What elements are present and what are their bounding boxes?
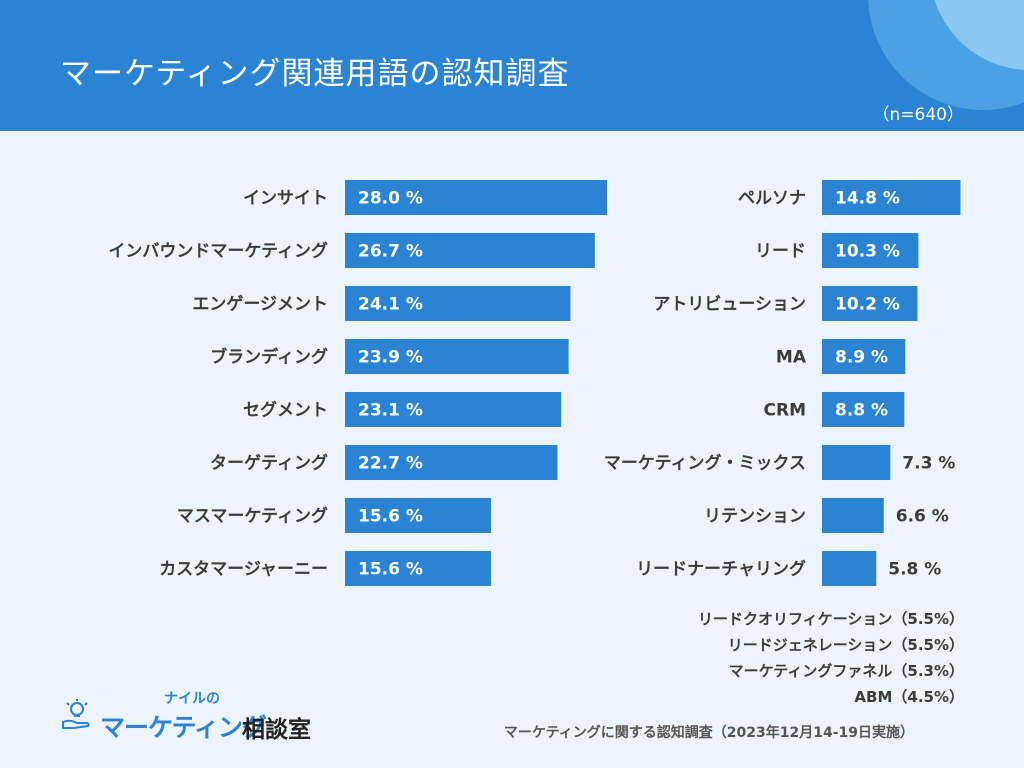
- bar: [822, 392, 905, 427]
- category-label: マスマーケティング: [177, 506, 328, 527]
- bar: [345, 392, 562, 427]
- category-label: マーケティング・ミックス: [604, 453, 806, 474]
- bar: [822, 286, 918, 321]
- page-title: マーケティング関連用語の認知調査: [60, 56, 570, 92]
- bar: [345, 180, 607, 215]
- logo-main-text: マーケティング: [100, 713, 267, 742]
- category-label: リテンション: [704, 507, 806, 527]
- bar: [345, 339, 569, 374]
- category-label: ペルソナ: [738, 189, 806, 209]
- category-label: インバウンドマーケティング: [108, 241, 328, 262]
- category-label: ターゲティング: [210, 453, 328, 474]
- other-term: リードクオリフィケーション（5.5%）: [697, 610, 964, 628]
- value-label: 23.9 %: [358, 348, 423, 368]
- value-label: 15.6 %: [358, 507, 423, 527]
- bar: [345, 286, 571, 321]
- value-label: 28.0 %: [358, 189, 423, 209]
- category-label: エンゲージメント: [192, 294, 328, 315]
- category-label: リードナーチャリング: [636, 559, 806, 580]
- bar: [822, 233, 919, 268]
- bar: [822, 339, 906, 374]
- category-label: カスタマージャーニー: [159, 560, 328, 580]
- bar: [345, 233, 595, 268]
- value-label: 26.7 %: [358, 242, 423, 262]
- bar: [822, 445, 891, 480]
- category-label: リード: [755, 242, 806, 262]
- value-label: 10.3 %: [835, 242, 900, 262]
- other-term: リードジェネレーション（5.5%）: [727, 636, 964, 654]
- value-label: 10.2 %: [835, 295, 900, 315]
- value-label: 6.6 %: [896, 507, 949, 527]
- category-label: セグメント: [243, 400, 328, 421]
- category-label: CRM: [764, 401, 806, 421]
- value-label: 14.8 %: [835, 189, 900, 209]
- bar: [345, 551, 491, 586]
- category-label: アトリビューション: [653, 295, 806, 315]
- value-label: 15.6 %: [358, 560, 423, 580]
- logo: ナイルの マーケティング 相談室: [60, 688, 330, 748]
- other-term: マーケティングファネル（5.3%）: [728, 662, 964, 680]
- bar: [345, 445, 558, 480]
- bar: [345, 498, 491, 533]
- category-label: MA: [776, 348, 807, 368]
- other-terms-list: リードクオリフィケーション（5.5%） リードジェネレーション（5.5%） マー…: [698, 606, 964, 710]
- logo-kanji-text: 相談室: [242, 717, 311, 743]
- value-label: 8.8 %: [835, 401, 888, 421]
- category-label: ブランディング: [210, 347, 328, 368]
- value-label: 23.1 %: [358, 401, 423, 421]
- bar: [822, 180, 961, 215]
- header-banner: マーケティング関連用語の認知調査 （n=640）: [0, 0, 1024, 131]
- value-label: 8.9 %: [835, 348, 888, 368]
- value-label: 22.7 %: [358, 454, 423, 474]
- value-label: 5.8 %: [888, 560, 941, 580]
- bar: [822, 498, 884, 533]
- value-label: 24.1 %: [358, 295, 423, 315]
- bar: [822, 551, 877, 586]
- logo-small-text: ナイルの: [164, 691, 220, 707]
- category-label: インサイト: [243, 189, 328, 209]
- source-note: マーケティングに関する認知調査（2023年12月14-19日実施）: [503, 725, 914, 741]
- lightbulb-hand-icon: [62, 699, 90, 729]
- value-label: 7.3 %: [902, 454, 955, 474]
- sample-size: （n=640）: [872, 105, 964, 125]
- bar-chart: インサイト 28.0 % インバウンドマーケティング 26.7 % エンゲージメント 24…: [108, 180, 961, 586]
- other-term: ABM（4.5%）: [854, 688, 964, 706]
